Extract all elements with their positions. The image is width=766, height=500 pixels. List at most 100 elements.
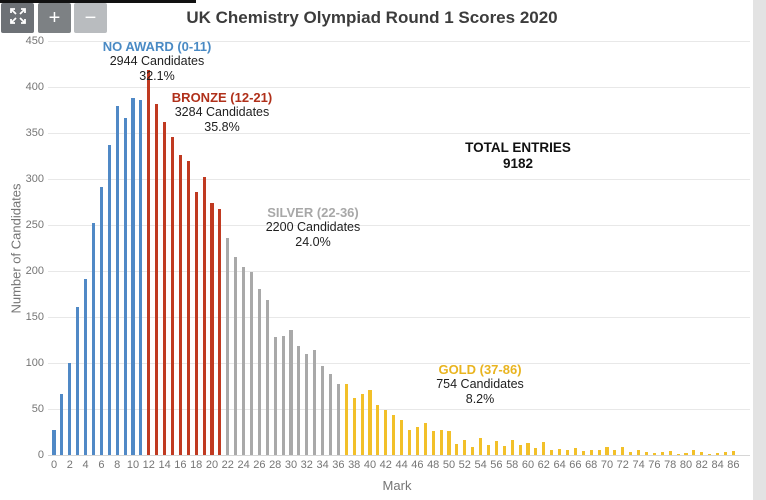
bar-mark-12[interactable]: [147, 69, 151, 455]
bar-mark-69[interactable]: [597, 449, 601, 455]
bar-mark-63[interactable]: [550, 449, 554, 455]
bar-mark-83[interactable]: [708, 454, 712, 455]
bar-mark-16[interactable]: [178, 155, 182, 455]
bar-mark-23[interactable]: [234, 257, 238, 455]
bar-mark-17[interactable]: [186, 160, 190, 455]
bar-mark-14[interactable]: [163, 122, 167, 455]
bar-mark-70[interactable]: [605, 446, 609, 455]
bar-mark-74[interactable]: [637, 449, 641, 455]
bar-mark-21[interactable]: [218, 209, 222, 455]
bar-mark-86[interactable]: [731, 451, 735, 455]
bar-mark-42[interactable]: [384, 409, 388, 455]
bar-mark-11[interactable]: [139, 99, 143, 455]
bar-mark-31[interactable]: [297, 345, 301, 455]
bar-mark-67[interactable]: [581, 451, 585, 455]
bar-mark-1[interactable]: [60, 394, 64, 455]
bar-mark-28[interactable]: [273, 337, 277, 455]
annotation-gold-count: 754 Candidates: [436, 377, 524, 391]
bar-mark-8[interactable]: [115, 106, 119, 455]
bar-mark-81[interactable]: [692, 450, 696, 455]
bar-mark-5[interactable]: [91, 223, 96, 455]
bar-mark-0[interactable]: [52, 430, 56, 455]
bar-mark-13[interactable]: [155, 103, 159, 455]
x-tick-label-6: 6: [98, 459, 105, 471]
bar-mark-60[interactable]: [526, 443, 530, 455]
bar-mark-47[interactable]: [423, 422, 427, 455]
bar-mark-29[interactable]: [281, 336, 285, 455]
bar-mark-44[interactable]: [400, 420, 404, 455]
bar-mark-58[interactable]: [510, 440, 514, 455]
bar-mark-2[interactable]: [68, 363, 72, 455]
bar-mark-54[interactable]: [479, 438, 483, 455]
bar-mark-78[interactable]: [668, 451, 672, 455]
y-tick-label-100: 100: [25, 356, 44, 369]
bar-mark-20[interactable]: [210, 202, 214, 455]
bar-mark-34[interactable]: [321, 365, 325, 455]
bar-mark-71[interactable]: [613, 450, 617, 455]
bar-mark-7[interactable]: [107, 145, 111, 455]
fullscreen-button[interactable]: [1, 3, 34, 33]
x-tick-label-58: 58: [506, 459, 519, 471]
bar-mark-73[interactable]: [629, 452, 633, 455]
bar-mark-53[interactable]: [471, 446, 475, 455]
bar-mark-9[interactable]: [123, 118, 127, 455]
bar-mark-3[interactable]: [76, 306, 80, 455]
bar-mark-48[interactable]: [431, 431, 435, 455]
bar-mark-55[interactable]: [486, 444, 491, 455]
bar-mark-6[interactable]: [99, 187, 103, 455]
bar-mark-65[interactable]: [565, 450, 570, 455]
bar-mark-18[interactable]: [194, 191, 198, 455]
bar-mark-26[interactable]: [257, 289, 261, 455]
x-tick-label-48: 48: [427, 459, 440, 471]
bar-mark-64[interactable]: [558, 448, 562, 455]
zoom-in-button[interactable]: +: [38, 3, 71, 33]
bar-mark-82[interactable]: [700, 452, 704, 455]
x-tick-label-18: 18: [190, 459, 203, 471]
bar-mark-52[interactable]: [463, 440, 467, 455]
bar-mark-56[interactable]: [494, 441, 498, 455]
bar-mark-35[interactable]: [328, 374, 333, 455]
bar-mark-79[interactable]: [676, 454, 680, 455]
bar-mark-22[interactable]: [226, 237, 230, 455]
bar-mark-57[interactable]: [502, 445, 506, 455]
bar-mark-50[interactable]: [447, 431, 451, 455]
bar-mark-4[interactable]: [84, 279, 88, 455]
bar-mark-72[interactable]: [621, 446, 625, 455]
bar-mark-66[interactable]: [573, 447, 577, 455]
bar-mark-40[interactable]: [368, 389, 372, 455]
bar-mark-27[interactable]: [265, 300, 269, 455]
bar-mark-30[interactable]: [289, 329, 293, 455]
bar-mark-33[interactable]: [313, 350, 317, 455]
bar-mark-25[interactable]: [249, 271, 254, 455]
y-tick-label-250: 250: [25, 218, 44, 231]
bar-mark-84[interactable]: [716, 453, 720, 455]
bar-mark-41[interactable]: [376, 405, 380, 455]
bar-mark-39[interactable]: [360, 394, 364, 455]
bar-mark-38[interactable]: [352, 398, 356, 455]
bar-mark-19[interactable]: [202, 177, 206, 455]
bar-mark-43[interactable]: [392, 415, 396, 455]
bar-mark-36[interactable]: [336, 384, 340, 455]
bar-mark-49[interactable]: [439, 430, 443, 455]
y-tick-label-300: 300: [25, 172, 44, 185]
bar-mark-37[interactable]: [344, 384, 348, 455]
bar-mark-32[interactable]: [305, 353, 309, 455]
bar-mark-24[interactable]: [242, 267, 246, 455]
bar-mark-77[interactable]: [660, 452, 664, 455]
bar-mark-10[interactable]: [131, 98, 135, 455]
bar-mark-76[interactable]: [652, 453, 656, 455]
gridline-50: [48, 409, 750, 410]
bar-mark-15[interactable]: [170, 136, 175, 455]
bar-mark-59[interactable]: [518, 444, 522, 455]
bar-mark-62[interactable]: [542, 442, 546, 455]
bar-mark-68[interactable]: [589, 449, 593, 455]
bar-mark-80[interactable]: [684, 453, 688, 455]
bar-mark-51[interactable]: [455, 444, 459, 455]
bar-mark-75[interactable]: [644, 452, 649, 455]
bar-mark-61[interactable]: [534, 447, 538, 455]
bar-mark-46[interactable]: [415, 426, 419, 455]
scrollbar-track[interactable]: [753, 0, 766, 500]
zoom-out-button[interactable]: −: [74, 3, 107, 33]
bar-mark-45[interactable]: [407, 430, 412, 455]
bar-mark-85[interactable]: [723, 452, 728, 455]
